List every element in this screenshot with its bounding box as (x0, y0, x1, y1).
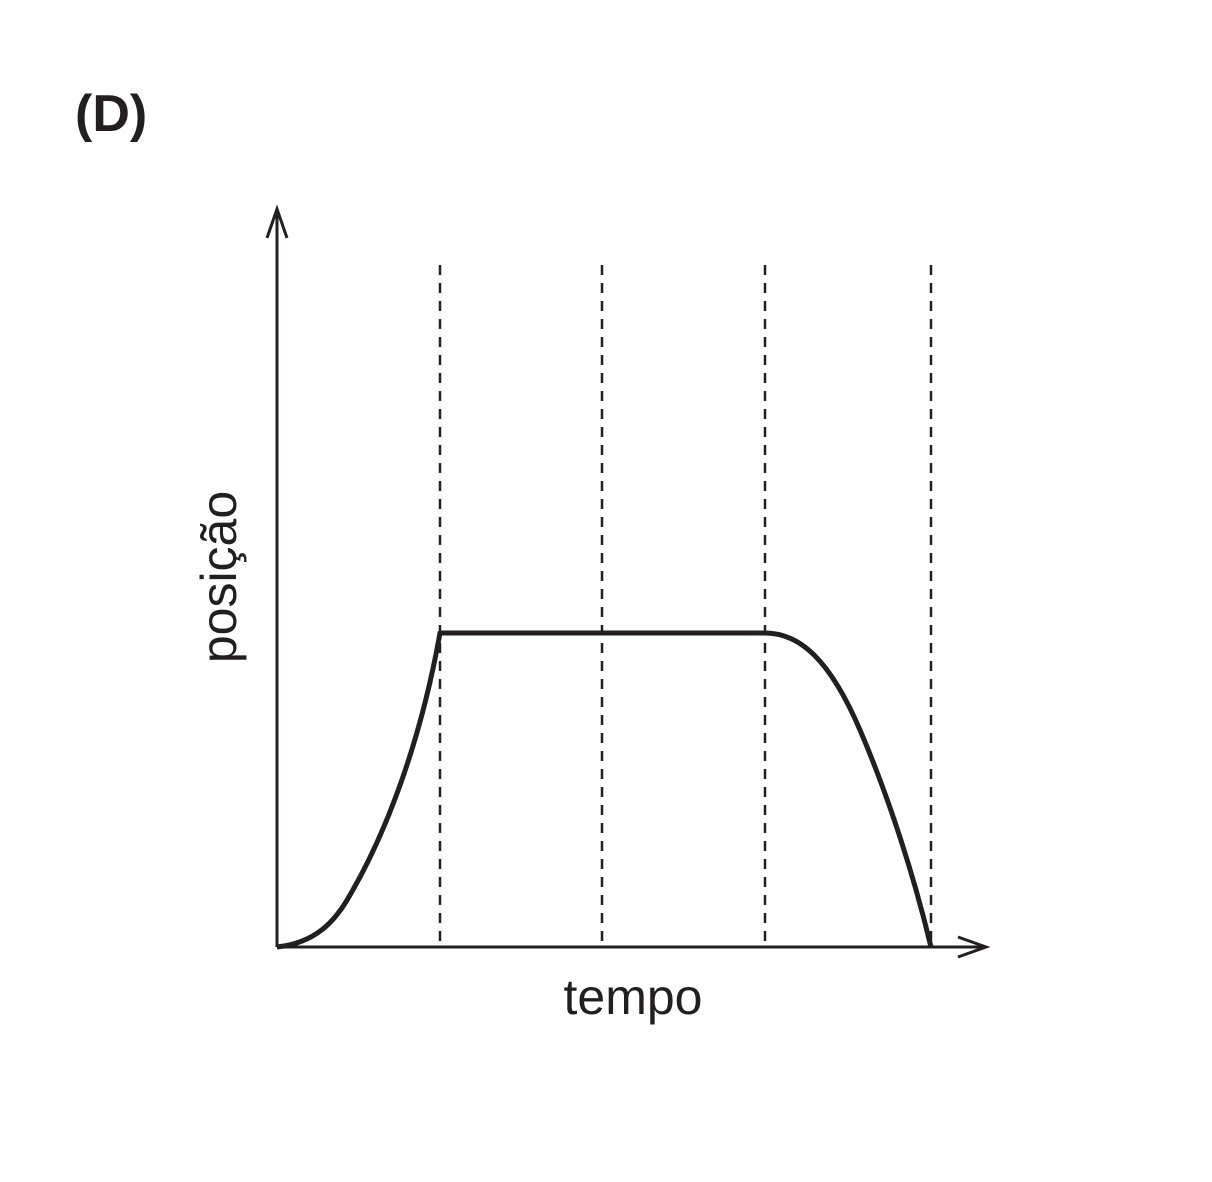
x-arrow (957, 935, 991, 959)
position-curve (276, 630, 934, 950)
y-axis-label: posição (191, 491, 247, 663)
panel-label: (D) (75, 85, 147, 143)
y-arrow (265, 204, 289, 239)
x-axis-label: tempo (564, 969, 703, 1025)
axes (265, 204, 991, 959)
dashed-guides (438, 265, 933, 947)
